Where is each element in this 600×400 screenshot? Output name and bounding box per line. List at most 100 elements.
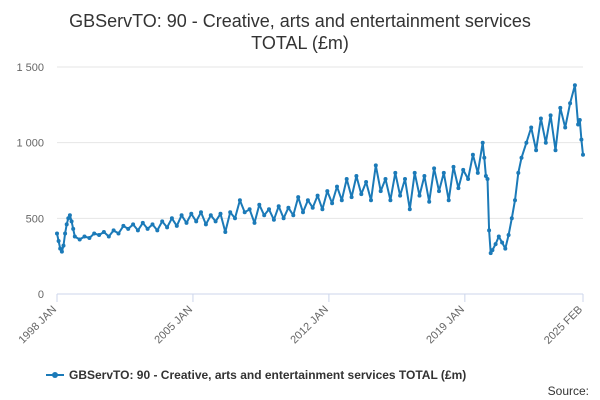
data-point[interactable] <box>407 207 412 212</box>
data-point[interactable] <box>252 220 257 225</box>
data-point[interactable] <box>121 223 126 228</box>
data-point[interactable] <box>69 219 74 224</box>
data-point[interactable] <box>56 239 61 243</box>
data-point[interactable] <box>516 170 521 175</box>
data-point[interactable] <box>223 230 228 234</box>
data-point[interactable] <box>519 155 524 160</box>
data-point[interactable] <box>320 207 325 212</box>
data-point[interactable] <box>247 207 252 212</box>
data-point[interactable] <box>135 228 140 233</box>
data-point[interactable] <box>538 116 543 121</box>
data-point[interactable] <box>160 219 165 224</box>
data-point[interactable] <box>145 226 150 231</box>
data-point[interactable] <box>487 228 492 233</box>
data-point[interactable] <box>189 211 194 216</box>
data-point[interactable] <box>572 83 577 88</box>
data-point[interactable] <box>55 231 59 236</box>
data-point[interactable] <box>194 219 199 224</box>
data-point[interactable] <box>310 205 315 210</box>
data-point[interactable] <box>92 231 97 236</box>
data-point[interactable] <box>257 202 262 207</box>
data-point[interactable] <box>503 246 508 251</box>
data-point[interactable] <box>97 233 102 237</box>
data-point[interactable] <box>72 234 77 239</box>
data-point[interactable] <box>242 210 247 215</box>
data-point[interactable] <box>335 184 339 189</box>
data-point[interactable] <box>131 222 136 227</box>
data-point[interactable] <box>291 213 296 218</box>
data-point[interactable] <box>339 198 344 203</box>
data-point[interactable] <box>111 228 116 233</box>
data-point[interactable] <box>199 210 203 215</box>
data-point[interactable] <box>150 222 155 227</box>
data-point[interactable] <box>576 122 581 127</box>
data-point[interactable] <box>330 201 335 206</box>
data-point[interactable] <box>213 219 218 224</box>
data-point[interactable] <box>432 166 437 171</box>
data-point[interactable] <box>577 118 582 122</box>
data-point[interactable] <box>417 193 422 198</box>
data-point[interactable] <box>558 105 563 110</box>
data-point[interactable] <box>276 204 281 209</box>
data-point[interactable] <box>534 148 539 153</box>
data-point[interactable] <box>267 207 271 212</box>
data-point[interactable] <box>493 242 498 247</box>
data-point[interactable] <box>446 198 451 203</box>
data-point[interactable] <box>208 213 213 218</box>
data-point[interactable] <box>373 163 378 168</box>
data-point[interactable] <box>475 170 480 175</box>
data-point[interactable] <box>286 205 291 210</box>
data-point[interactable] <box>237 198 242 203</box>
data-point[interactable] <box>506 233 511 237</box>
data-point[interactable] <box>359 192 364 197</box>
data-point[interactable] <box>116 231 121 236</box>
data-point[interactable] <box>218 211 223 216</box>
data-point[interactable] <box>155 228 160 233</box>
data-point[interactable] <box>140 220 145 225</box>
data-point[interactable] <box>524 140 529 145</box>
data-point[interactable] <box>165 225 170 230</box>
data-point[interactable] <box>422 174 427 178</box>
data-point[interactable] <box>71 226 76 231</box>
data-point[interactable] <box>349 195 354 200</box>
data-point[interactable] <box>203 222 208 227</box>
data-point[interactable] <box>490 248 495 253</box>
data-point[interactable] <box>485 177 490 181</box>
data-point[interactable] <box>388 198 393 203</box>
data-point[interactable] <box>509 216 514 221</box>
legend[interactable]: GBServTO: 90 - Creative, arts and entert… <box>46 368 466 382</box>
data-point[interactable] <box>579 137 584 142</box>
data-point[interactable] <box>470 152 475 157</box>
data-point[interactable] <box>58 246 63 251</box>
data-point[interactable] <box>427 199 432 204</box>
source-label[interactable]: Source: <box>548 384 589 398</box>
data-point[interactable] <box>262 213 267 218</box>
data-point[interactable] <box>101 230 106 234</box>
data-point[interactable] <box>496 234 501 239</box>
data-point[interactable] <box>67 213 72 218</box>
data-point[interactable] <box>480 140 485 145</box>
data-point[interactable] <box>184 220 189 225</box>
data-point[interactable] <box>66 216 71 221</box>
data-point[interactable] <box>451 164 456 169</box>
data-point[interactable] <box>461 167 466 172</box>
data-point[interactable] <box>529 125 534 130</box>
data-point[interactable] <box>271 217 276 222</box>
data-point[interactable] <box>281 216 286 221</box>
data-point[interactable] <box>77 237 82 242</box>
data-point[interactable] <box>325 189 330 194</box>
data-point[interactable] <box>483 174 488 178</box>
data-point[interactable] <box>393 170 398 175</box>
data-point[interactable] <box>378 189 383 194</box>
data-point[interactable] <box>482 155 487 160</box>
data-point[interactable] <box>301 210 305 215</box>
data-point[interactable] <box>403 177 407 181</box>
data-point[interactable] <box>354 174 359 178</box>
data-point[interactable] <box>174 223 179 228</box>
data-point[interactable] <box>82 234 87 239</box>
data-point[interactable] <box>581 152 585 157</box>
data-point[interactable] <box>61 243 66 248</box>
data-point[interactable] <box>383 177 388 181</box>
data-point[interactable] <box>364 180 369 184</box>
data-point[interactable] <box>344 177 349 181</box>
